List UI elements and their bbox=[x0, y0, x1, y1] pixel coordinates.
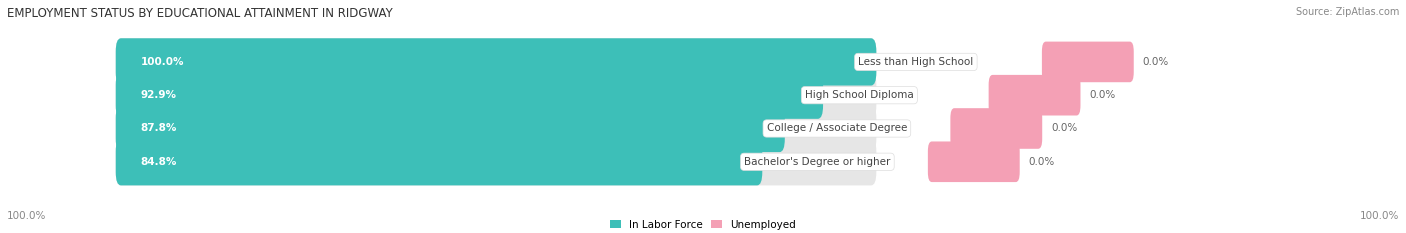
Text: 87.8%: 87.8% bbox=[141, 123, 177, 134]
FancyBboxPatch shape bbox=[1042, 42, 1133, 82]
Text: 0.0%: 0.0% bbox=[1090, 90, 1116, 100]
Text: 100.0%: 100.0% bbox=[141, 57, 184, 67]
FancyBboxPatch shape bbox=[115, 138, 762, 185]
Text: High School Diploma: High School Diploma bbox=[806, 90, 914, 100]
Text: 0.0%: 0.0% bbox=[1052, 123, 1077, 134]
Text: Less than High School: Less than High School bbox=[858, 57, 973, 67]
Legend: In Labor Force, Unemployed: In Labor Force, Unemployed bbox=[610, 220, 796, 230]
FancyBboxPatch shape bbox=[115, 105, 876, 152]
FancyBboxPatch shape bbox=[115, 138, 876, 185]
FancyBboxPatch shape bbox=[115, 105, 785, 152]
Text: Bachelor's Degree or higher: Bachelor's Degree or higher bbox=[744, 157, 890, 167]
FancyBboxPatch shape bbox=[928, 141, 1019, 182]
FancyBboxPatch shape bbox=[950, 108, 1042, 149]
FancyBboxPatch shape bbox=[115, 72, 876, 119]
Text: Source: ZipAtlas.com: Source: ZipAtlas.com bbox=[1295, 7, 1399, 17]
Text: 100.0%: 100.0% bbox=[1360, 211, 1399, 221]
Text: EMPLOYMENT STATUS BY EDUCATIONAL ATTAINMENT IN RIDGWAY: EMPLOYMENT STATUS BY EDUCATIONAL ATTAINM… bbox=[7, 7, 392, 20]
FancyBboxPatch shape bbox=[115, 38, 876, 86]
Text: 84.8%: 84.8% bbox=[141, 157, 177, 167]
FancyBboxPatch shape bbox=[115, 38, 876, 86]
Text: 0.0%: 0.0% bbox=[1029, 157, 1054, 167]
Text: College / Associate Degree: College / Associate Degree bbox=[766, 123, 907, 134]
Text: 92.9%: 92.9% bbox=[141, 90, 176, 100]
FancyBboxPatch shape bbox=[988, 75, 1080, 116]
Text: 100.0%: 100.0% bbox=[7, 211, 46, 221]
FancyBboxPatch shape bbox=[115, 72, 823, 119]
Text: 0.0%: 0.0% bbox=[1143, 57, 1168, 67]
